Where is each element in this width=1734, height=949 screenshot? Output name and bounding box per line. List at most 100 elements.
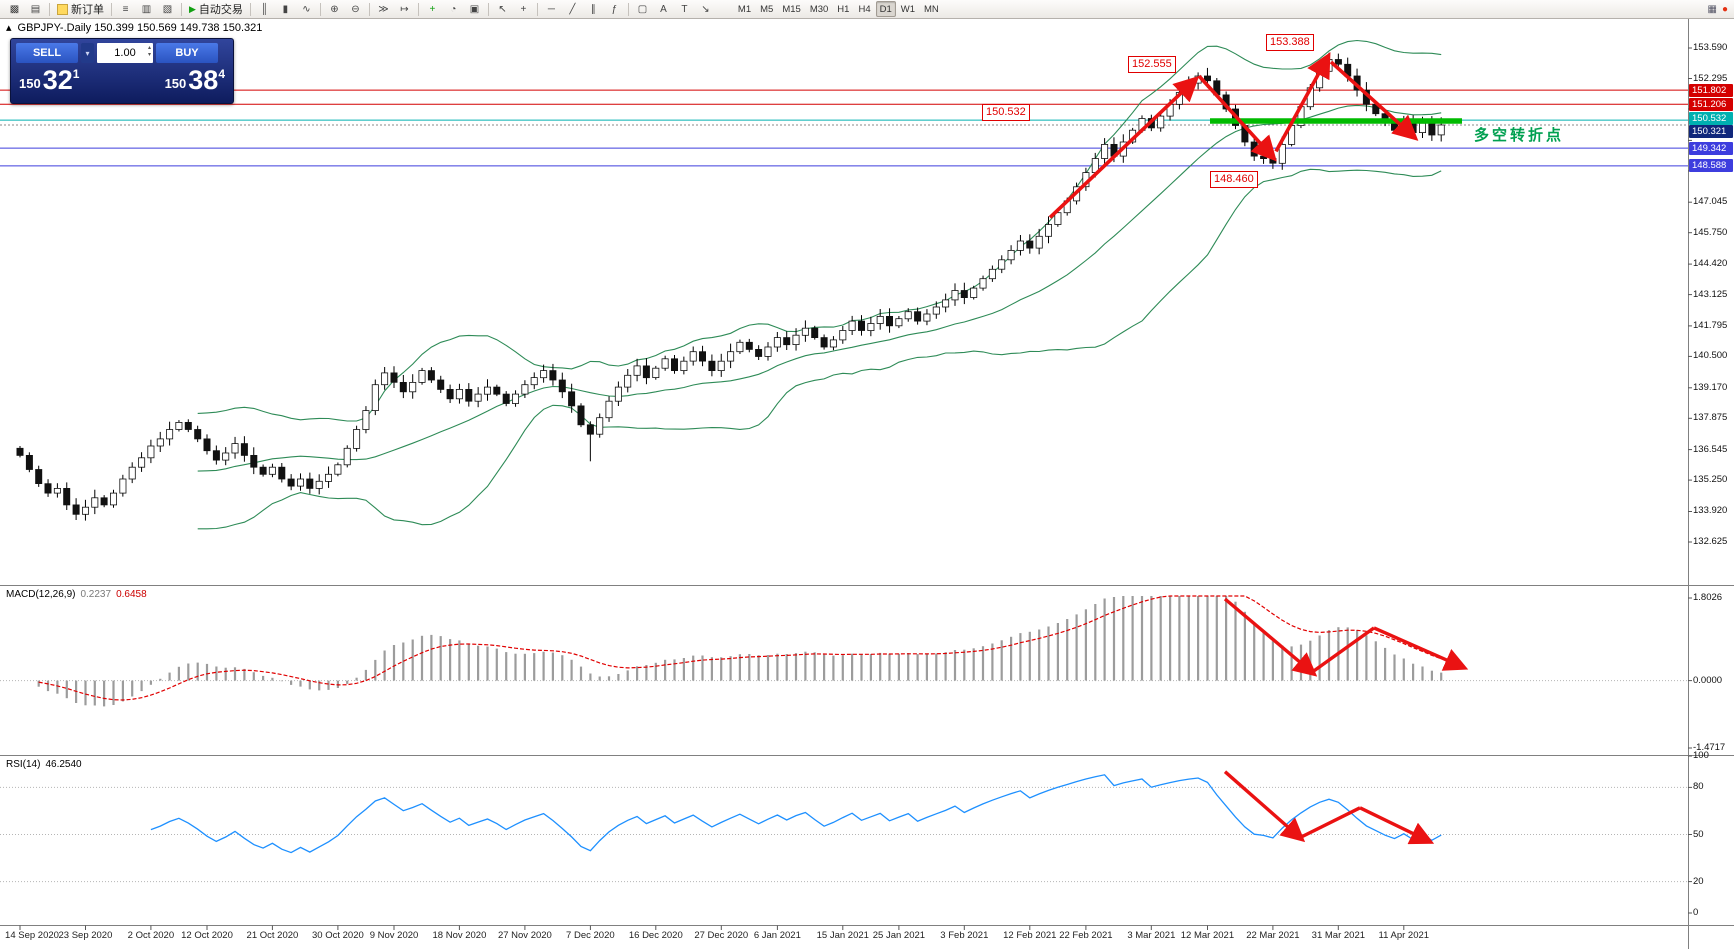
macd-histogram-bar xyxy=(981,646,985,681)
toolbar-auto-trading-button[interactable]: ▶ 自动交易 xyxy=(185,1,247,17)
macd-histogram-bar xyxy=(626,670,629,681)
macd-annotation-arrow[interactable] xyxy=(1373,626,1469,671)
timeframe-m30-button[interactable]: M30 xyxy=(809,3,829,15)
toolbar-separator xyxy=(368,2,370,16)
toolbar-zoom-in-button[interactable]: ⊕ xyxy=(324,2,345,17)
macd-histogram-bar xyxy=(645,665,648,681)
notification-icon[interactable]: ● xyxy=(1721,3,1728,15)
macd-name: MACD(12,26,9) xyxy=(6,589,76,600)
timeframe-d1-button[interactable]: D1 xyxy=(875,1,896,17)
toolbar-cursor-button[interactable]: ↖ xyxy=(492,2,513,17)
buy-price-head: 150 xyxy=(164,76,187,91)
zoom-in-icon: ⊕ xyxy=(330,3,339,15)
toolbar-new-chart-button[interactable]: ▩ xyxy=(4,2,25,17)
fibonacci-icon: ƒ xyxy=(611,3,618,15)
toolbar-new-order-button[interactable]: 新订单 xyxy=(53,1,108,17)
macd-histogram-bar xyxy=(879,652,882,681)
toolbar-line-chart-button[interactable]: ∿ xyxy=(296,2,317,17)
buy-button[interactable]: BUY xyxy=(156,43,218,63)
candle-body xyxy=(886,315,894,327)
toolbar-templates-button[interactable]: ▣ xyxy=(464,2,485,17)
macd-histogram-bar xyxy=(1318,635,1321,681)
toolbar-data-window-button[interactable]: ▥ xyxy=(136,2,157,17)
candle-body xyxy=(699,351,707,362)
timeframe-m5-button[interactable]: M5 xyxy=(760,3,774,15)
toolbar-equidistant-channel-button[interactable]: ∥ xyxy=(583,2,604,17)
volume-input[interactable]: 1.00 ▴ ▾ xyxy=(97,43,153,63)
toolbar-separator xyxy=(417,2,419,16)
candle-body xyxy=(1334,59,1342,65)
volume-up-button[interactable]: ▴ xyxy=(147,45,151,51)
macd-histogram-bar xyxy=(664,659,667,681)
grid-icon[interactable]: ▦ xyxy=(1707,3,1717,15)
candle-body xyxy=(315,480,323,489)
macd-annotation-arrow[interactable] xyxy=(1223,597,1318,677)
macd-histogram-bar xyxy=(252,672,255,681)
toolbar-add-indicator-button[interactable]: + xyxy=(422,2,443,17)
line-chart-icon: ∿ xyxy=(302,3,311,15)
trend-arrow[interactable] xyxy=(1197,74,1277,162)
toolbar-market-watch-button[interactable]: ≡ xyxy=(115,2,136,17)
toolbar-periods-button[interactable]: ◔ xyxy=(443,2,464,17)
timeframe-m15-button[interactable]: M15 xyxy=(782,3,801,15)
toolbar-text-button[interactable]: A xyxy=(653,2,674,17)
macd-histogram-bar xyxy=(542,651,545,681)
candle-body xyxy=(605,400,613,419)
text-label-icon: T xyxy=(681,3,688,15)
collapse-panel-icon[interactable]: ▴ xyxy=(6,22,12,34)
rsi-annotation-arrow[interactable] xyxy=(1359,806,1435,845)
volume-down-button[interactable]: ▾ xyxy=(147,52,151,58)
volume-dropdown[interactable]: ▾ xyxy=(81,43,94,63)
macd-histogram-bar xyxy=(149,680,152,685)
candle-body xyxy=(988,268,996,280)
toolbar-shapes-button[interactable]: ▢ xyxy=(632,2,653,17)
toolbar-bar-chart-button[interactable]: ║ xyxy=(254,2,275,17)
buy-price[interactable]: 150 38 4 xyxy=(165,65,225,95)
macd-histogram-bar xyxy=(1178,596,1181,681)
toolbar-arrow-objects-button[interactable]: ↘ xyxy=(695,2,716,17)
toolbar-trendline-button[interactable]: ╱ xyxy=(562,2,583,17)
macd-histogram-bar xyxy=(140,680,143,692)
toolbar-navigator-button[interactable]: ▧ xyxy=(157,2,178,17)
toolbar-fibonacci-button[interactable]: ƒ xyxy=(604,2,625,17)
macd-histogram-bar xyxy=(1038,629,1041,681)
macd-histogram-bar xyxy=(523,653,526,681)
toolbar-auto-scroll-button[interactable]: ≫ xyxy=(373,2,394,17)
text-icon: A xyxy=(660,3,667,15)
toolbar-text-label-button[interactable]: T xyxy=(674,2,695,17)
toolbar-chart-shift-button[interactable]: ↦ xyxy=(394,2,415,17)
candle-body xyxy=(689,351,697,362)
macd-annotation-arrow[interactable] xyxy=(1311,626,1375,674)
timeframe-m1-button[interactable]: M1 xyxy=(737,3,752,15)
candle-body xyxy=(1260,155,1268,159)
trend-arrow[interactable] xyxy=(1048,75,1200,219)
trend-arrow[interactable] xyxy=(1329,60,1419,141)
timeframe-h1-button[interactable]: H1 xyxy=(837,3,850,15)
macd-histogram-bar xyxy=(449,639,452,681)
candle-body xyxy=(904,311,912,320)
candle-body xyxy=(1391,122,1399,131)
rsi-annotation-arrow[interactable] xyxy=(1299,806,1361,840)
sell-button[interactable]: SELL xyxy=(16,43,78,63)
macd-histogram-bar xyxy=(224,667,227,681)
toolbar-horizontal-line-button[interactable]: ─ xyxy=(541,2,562,17)
rsi-annotation-arrow[interactable] xyxy=(1223,770,1306,843)
macd-histogram-bar xyxy=(121,680,124,702)
toolbar-candle-chart-button[interactable]: ▮ xyxy=(275,2,296,17)
candle-body xyxy=(895,318,903,327)
candle-body xyxy=(465,388,473,402)
toolbar-zoom-out-button[interactable]: ⊖ xyxy=(345,2,366,17)
sell-price[interactable]: 150 32 1 xyxy=(19,65,79,95)
macd-histogram-bar xyxy=(103,680,106,707)
cursor-icon: ↖ xyxy=(498,3,507,15)
toolbar-crosshair-button[interactable]: + xyxy=(513,2,534,17)
macd-histogram-bar xyxy=(467,643,470,681)
timeframe-w1-button[interactable]: W1 xyxy=(900,3,916,15)
macd-histogram-bar xyxy=(598,676,601,681)
trend-arrow[interactable] xyxy=(1274,52,1331,153)
macd-histogram-bar xyxy=(1412,663,1415,681)
toolbar-profiles-button[interactable]: ▤ xyxy=(25,2,46,17)
timeframe-h4-button[interactable]: H4 xyxy=(858,3,871,15)
timeframe-mn-button[interactable]: MN xyxy=(924,3,939,15)
